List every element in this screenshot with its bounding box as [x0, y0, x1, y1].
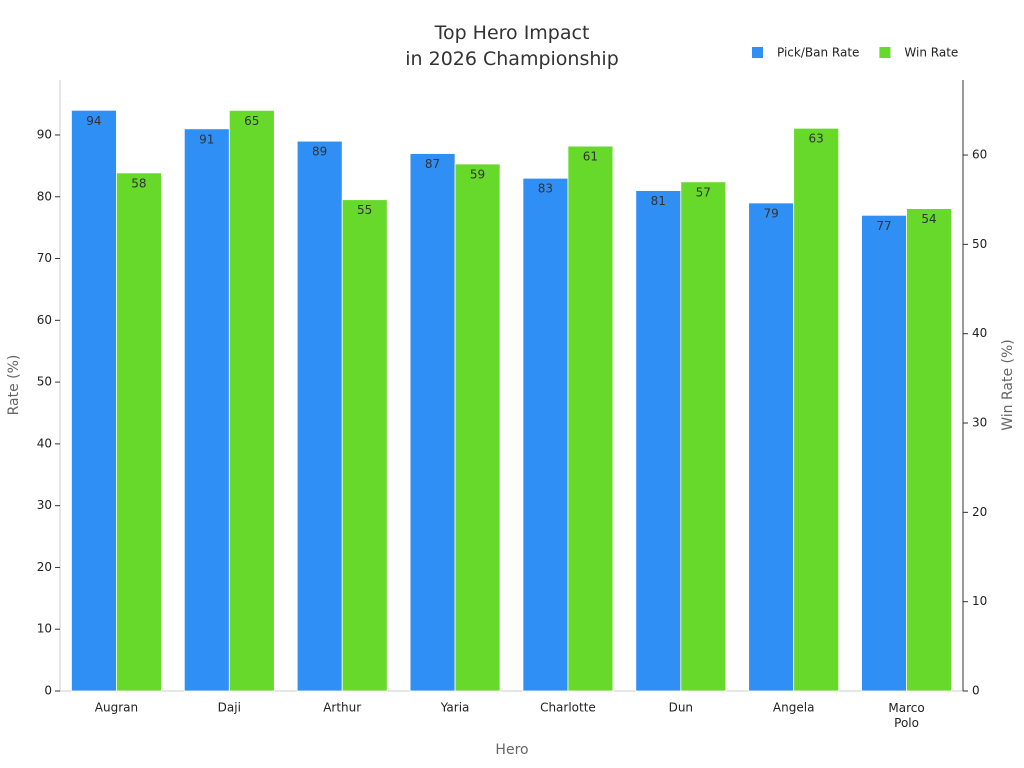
- value-label: 79: [764, 206, 779, 220]
- chart-title: Top Hero Impact in 2026 Championship: [405, 22, 619, 70]
- value-label: 83: [538, 182, 553, 196]
- y2-tick-label: 30: [972, 416, 987, 430]
- value-label: 61: [583, 150, 598, 164]
- value-label: 58: [131, 176, 146, 190]
- bar: [454, 163, 501, 692]
- y-axis-title: Rate (%): [6, 355, 22, 416]
- x-tick-label: Charlotte: [540, 701, 596, 715]
- bar: [567, 145, 614, 692]
- y-tick-label: 70: [37, 251, 52, 265]
- bar: [341, 199, 388, 692]
- value-label: 91: [199, 132, 214, 146]
- y-tick-label: 0: [44, 684, 52, 698]
- value-label: 81: [651, 194, 666, 208]
- legend-swatch: [752, 47, 763, 58]
- bar: [861, 214, 907, 692]
- bar: [748, 202, 795, 692]
- y-tick-label: 30: [37, 498, 52, 512]
- value-label: 55: [357, 203, 372, 217]
- legend-label: Win Rate: [904, 46, 958, 60]
- bar: [183, 128, 230, 692]
- bar: [409, 153, 456, 692]
- bar: [71, 109, 117, 692]
- x-tick-label: Marco Polo: [888, 701, 924, 730]
- value-label: 87: [425, 157, 440, 171]
- value-label: 57: [696, 185, 711, 199]
- y-tick-label: 20: [37, 560, 52, 574]
- x-tick-label: Dun: [669, 701, 693, 715]
- y2-tick-label: 60: [972, 148, 987, 162]
- x-tick-label: Angela: [773, 701, 815, 715]
- y-tick-label: 40: [37, 436, 52, 450]
- legend-label: Pick/Ban Rate: [777, 46, 859, 60]
- bar: [793, 127, 840, 692]
- x-tick-label: Yaria: [440, 701, 470, 715]
- y-tick-label: 50: [37, 375, 52, 389]
- y-tick-label: 80: [37, 189, 52, 203]
- y-tick-label: 90: [37, 127, 52, 141]
- bar: [296, 140, 343, 692]
- bar: [680, 181, 727, 692]
- y2-tick-label: 40: [972, 326, 987, 340]
- y-tick-label: 60: [37, 313, 52, 327]
- value-label: 54: [921, 212, 936, 226]
- bar: [228, 109, 275, 692]
- y2-tick-label: 50: [972, 237, 987, 251]
- y2-tick-label: 20: [972, 505, 987, 519]
- x-tick-label: Augran: [95, 701, 138, 715]
- bar: [522, 177, 569, 692]
- value-label: 65: [244, 114, 259, 128]
- bar: [906, 208, 952, 692]
- value-label: 63: [809, 132, 824, 146]
- x-tick-label: Arthur: [323, 701, 361, 715]
- y2-tick-label: 0: [972, 684, 980, 698]
- value-label: 77: [876, 219, 891, 233]
- x-tick-label: Daji: [218, 701, 241, 715]
- y2-axis-title: Win Rate (%): [1000, 339, 1016, 431]
- legend-swatch: [879, 47, 891, 58]
- y2-tick-label: 10: [972, 594, 987, 608]
- value-label: 94: [86, 114, 101, 128]
- y-tick-label: 10: [37, 622, 52, 636]
- x-axis-title: Hero: [495, 742, 528, 758]
- value-label: 89: [312, 145, 327, 159]
- bar: [635, 190, 682, 692]
- value-label: 59: [470, 167, 485, 181]
- bar: [116, 172, 162, 692]
